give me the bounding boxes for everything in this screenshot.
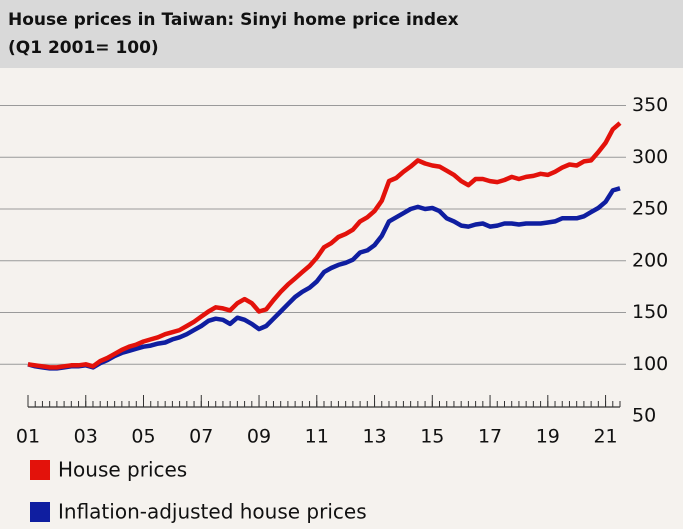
x-tick-label: 03	[74, 426, 98, 448]
y-tick-label: 200	[632, 249, 668, 271]
y-tick-label: 50	[632, 405, 656, 427]
chart-title: House prices in Taiwan: Sinyi home price…	[8, 10, 459, 30]
x-tick-label: 13	[362, 426, 386, 448]
chart: House prices in Taiwan: Sinyi home price…	[0, 0, 683, 529]
x-tick-label: 07	[189, 426, 213, 448]
chart-subtitle: (Q1 2001= 100)	[8, 38, 159, 58]
legend-swatch	[30, 502, 50, 522]
x-tick-label: 15	[420, 426, 444, 448]
x-tick-label: 01	[16, 426, 40, 448]
y-tick-label: 250	[632, 198, 668, 220]
y-tick-label: 150	[632, 301, 668, 323]
x-tick-label: 17	[478, 426, 502, 448]
x-tick-label: 09	[247, 426, 271, 448]
legend-label: Inflation-adjusted house prices	[58, 500, 367, 524]
x-tick-label: 05	[131, 426, 155, 448]
y-tick-label: 100	[632, 353, 668, 375]
y-tick-label: 350	[632, 94, 668, 116]
x-tick-label: 21	[593, 426, 617, 448]
legend-swatch	[30, 460, 50, 480]
x-tick-label: 11	[305, 426, 329, 448]
y-tick-label: 300	[632, 146, 668, 168]
legend-label: House prices	[58, 458, 187, 482]
x-tick-label: 19	[536, 426, 560, 448]
